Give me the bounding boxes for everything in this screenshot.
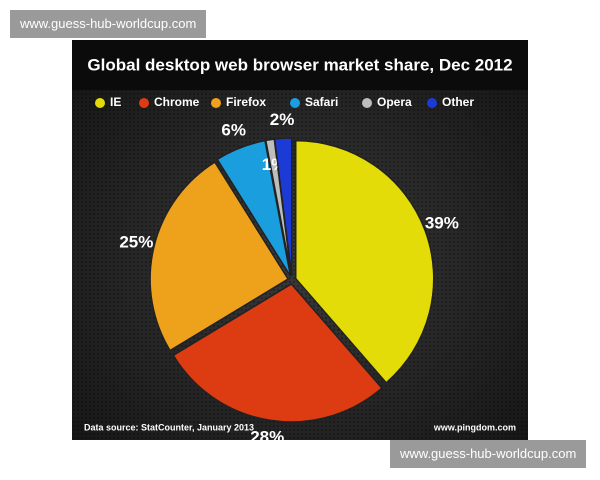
legend-swatch [211, 98, 221, 108]
data-label: 2% [270, 110, 295, 129]
legend-swatch [290, 98, 300, 108]
legend-label: Other [442, 95, 474, 109]
credit: www.pingdom.com [433, 422, 516, 432]
watermark: www.guess-hub-worldcup.com [10, 10, 207, 38]
legend-label: Firefox [226, 95, 266, 109]
legend-swatch [362, 98, 372, 108]
data-label: 6% [221, 121, 246, 140]
legend-label: IE [110, 95, 121, 109]
pie-slice [216, 139, 292, 277]
watermark: www.guess-hub-worldcup.com [390, 440, 587, 468]
data-label: 25% [119, 232, 153, 251]
chart-title: Global desktop web browser market share,… [87, 55, 512, 74]
data-label: 39% [425, 213, 459, 232]
legend-swatch [427, 98, 437, 108]
legend-label: Chrome [154, 95, 200, 109]
pie-slice [172, 282, 383, 423]
title-band [72, 40, 528, 90]
legend-swatch [95, 98, 105, 108]
legend-label: Safari [305, 95, 338, 109]
legend-swatch [139, 98, 149, 108]
data-label: 28% [250, 428, 284, 447]
pie-slice [294, 139, 435, 384]
legend-label: Opera [377, 95, 412, 109]
pie-slice [149, 161, 290, 352]
pie-slice [273, 137, 293, 277]
source: Data source: StatCounter, January 2013 [84, 422, 254, 432]
